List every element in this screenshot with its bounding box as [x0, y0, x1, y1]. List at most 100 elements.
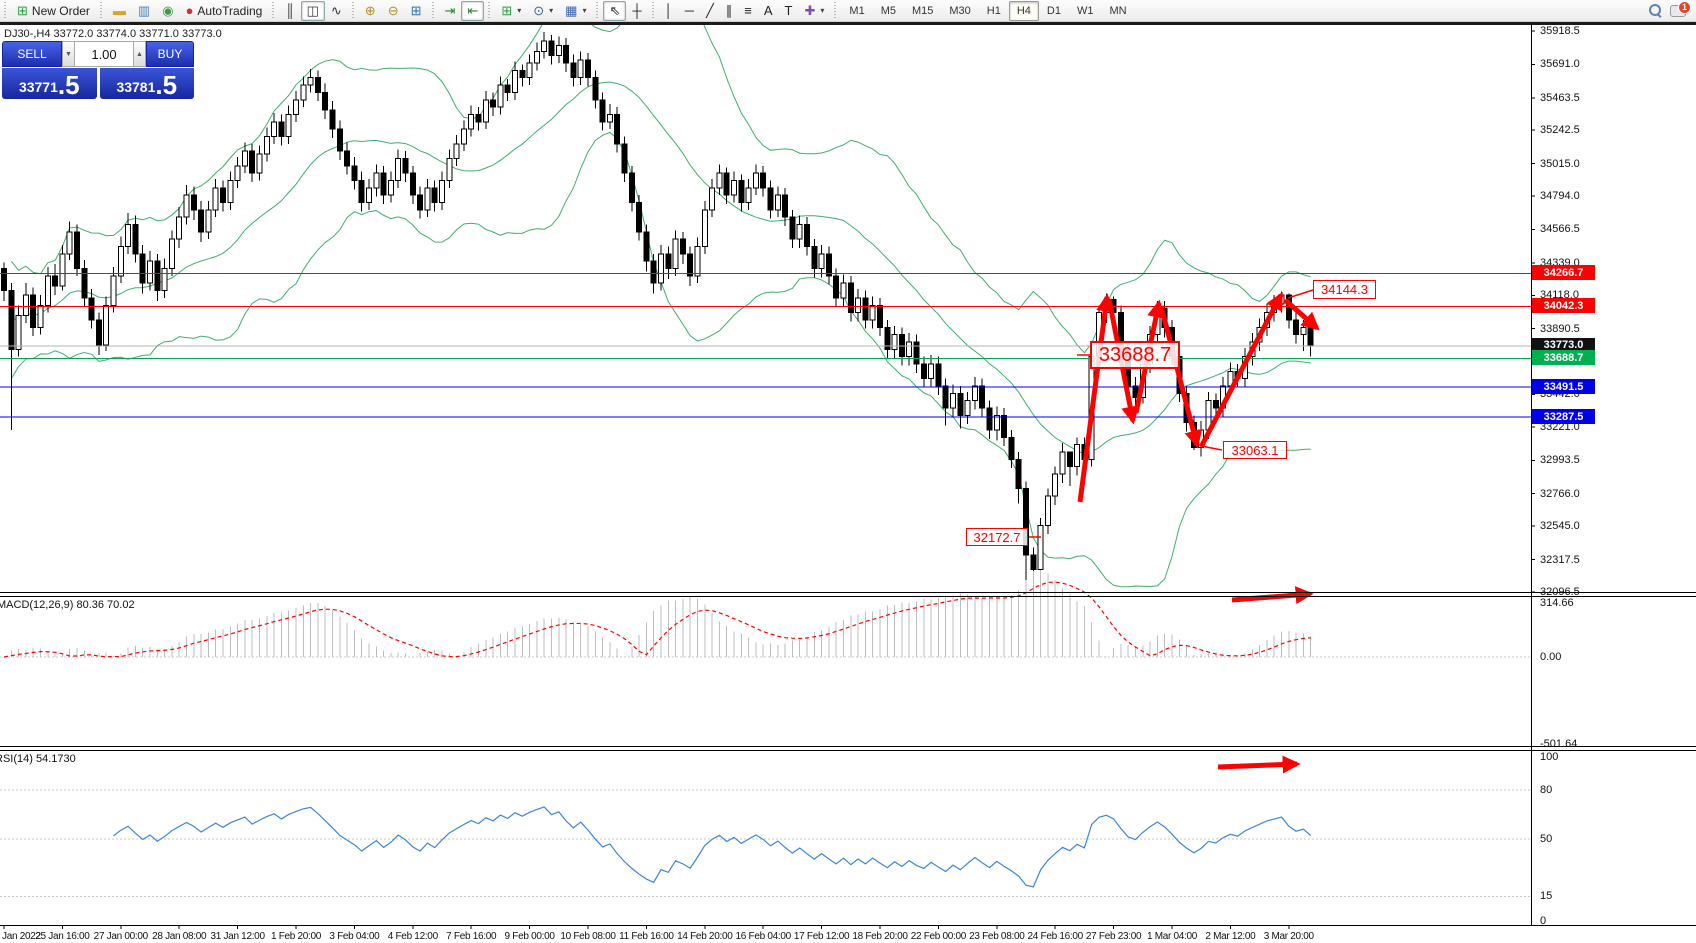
- time-label: 1 Mar 04:00: [1146, 931, 1198, 942]
- timeframe-m30-button[interactable]: M30: [949, 4, 971, 17]
- candlestick-chart-icon: ◫: [306, 3, 319, 18]
- candle-bull: [110, 275, 117, 306]
- buy-button[interactable]: BUY: [146, 41, 194, 67]
- chart-shift-button[interactable]: ⇤: [461, 0, 485, 21]
- time-label: 18 Feb 20:00: [852, 931, 908, 942]
- candle-bull: [818, 253, 825, 270]
- candle-bear: [687, 253, 694, 277]
- trend-annotation-arrow[interactable]: [1158, 305, 1203, 449]
- timeframe-m15-button[interactable]: M15: [911, 4, 934, 17]
- candle-bear: [862, 297, 869, 321]
- autotrading-button[interactable]: ● AutoTrading: [180, 1, 269, 21]
- volume-increase-button[interactable]: ▲: [133, 41, 146, 67]
- trendline-button[interactable]: ╱: [700, 1, 720, 21]
- price-tick-label: 32766.0: [1540, 487, 1580, 500]
- candle-bear: [979, 385, 986, 409]
- timeframe-m5-button[interactable]: M5: [880, 4, 896, 17]
- toolbar-separator: [594, 1, 602, 20]
- auto-scroll-button[interactable]: ⇥: [439, 1, 462, 21]
- trend-annotation-arrow[interactable]: [1077, 293, 1115, 503]
- new-chart-icon: ⊞: [501, 3, 513, 18]
- price-annotation-label[interactable]: 33063.1: [1223, 441, 1287, 459]
- candle-bull: [285, 113, 292, 137]
- sell-price-main: 33771: [18, 79, 58, 95]
- candle-bull: [1300, 326, 1307, 336]
- candle-bear: [782, 194, 789, 218]
- candle-bull: [512, 69, 518, 93]
- candle-bull: [395, 157, 402, 181]
- zoom-out-button[interactable]: ⊖: [382, 1, 405, 21]
- deposit-button[interactable]: ▬: [107, 1, 132, 21]
- zoom-in-button[interactable]: ⊕: [359, 1, 382, 21]
- candle-bull: [373, 172, 380, 189]
- sell-price-display[interactable]: 33771 .5: [2, 68, 97, 99]
- arrows-tool-button[interactable]: ✚ ▾: [798, 1, 830, 21]
- autotrading-label: AutoTrading: [197, 3, 263, 18]
- crosshair-button[interactable]: ┼: [626, 1, 647, 21]
- chat-icon[interactable]: 1: [1670, 0, 1691, 17]
- timeframe-h1-button[interactable]: H1: [986, 4, 1001, 17]
- trend-annotation-arrow[interactable]: [1198, 291, 1284, 449]
- volume-input[interactable]: 1.00: [75, 41, 133, 67]
- rsi-line: [113, 806, 1312, 888]
- price-annotation-label[interactable]: 33688.7: [1090, 341, 1180, 369]
- profiles-clock-button[interactable]: ⊙ ▾: [527, 1, 559, 21]
- bar-chart-button[interactable]: ║: [279, 1, 300, 21]
- buy-price-display[interactable]: 33781 .5: [99, 68, 194, 100]
- timeframe-m1-button[interactable]: M1: [849, 4, 865, 17]
- line-chart-button[interactable]: ∿: [325, 1, 348, 21]
- candle-bear: [198, 209, 205, 233]
- candle-bear: [88, 297, 95, 321]
- signals-button[interactable]: ◉: [156, 1, 179, 21]
- price-annotation-label[interactable]: 32172.7: [966, 528, 1028, 546]
- timeframe-h4-button[interactable]: H4: [1008, 0, 1039, 21]
- price-tick-label: 32317.5: [1540, 553, 1580, 566]
- panel-separator[interactable]: [0, 596, 1696, 597]
- trendline-icon: ╱: [705, 3, 714, 18]
- candle-bear: [592, 77, 599, 101]
- tile-windows-button[interactable]: ⊞: [405, 1, 428, 21]
- volume-decrease-button[interactable]: ▼: [62, 41, 75, 67]
- candle-bull: [161, 268, 168, 292]
- price-tick-label: 35015.0: [1540, 157, 1580, 170]
- chart-area[interactable]: DJ30-,H4 33772.0 33774.0 33771.0 33773.0…: [0, 25, 1696, 943]
- candle-bull: [366, 187, 372, 204]
- profiles-clock-icon: ⊙: [533, 3, 545, 18]
- fibonacci-button[interactable]: ≡: [738, 1, 758, 21]
- trend-annotation-arrow[interactable]: [1217, 755, 1301, 774]
- cursor-button[interactable]: ⇖: [603, 0, 627, 21]
- time-label: 31 Jan 12:00: [210, 931, 265, 942]
- new-order-button[interactable]: ⊞ New Order: [11, 1, 96, 21]
- candle-bull: [307, 77, 314, 86]
- vertical-line-button[interactable]: │: [659, 1, 679, 21]
- text-label-button[interactable]: T: [779, 1, 799, 21]
- horizontal-line-button[interactable]: ─: [679, 1, 700, 21]
- main-toolbar: ⊞ New Order ▬ ▥ ◉ ● AutoTrading ║ ◫ ∿ ⊕ ⊖ ⊞ ⇥ ⇤ ⊞ ▾ ⊙ ▾ ▦ ▾ ⇖…: [0, 0, 1696, 22]
- sell-button[interactable]: SELL: [2, 41, 62, 67]
- timeframe-mn-button[interactable]: MN: [1109, 4, 1127, 17]
- candle-bear: [614, 113, 621, 145]
- price-tick-label: 34118.0: [1540, 289, 1579, 302]
- panel-separator[interactable]: [0, 592, 1696, 593]
- search-icon[interactable]: [1649, 4, 1662, 17]
- candle-bear: [431, 187, 438, 204]
- cursor-icon: ⇖: [609, 3, 621, 18]
- new-chart-button[interactable]: ⊞ ▾: [495, 1, 527, 21]
- panel-separator[interactable]: [0, 746, 1696, 747]
- chart-templates-button[interactable]: ▦ ▾: [559, 1, 592, 21]
- panel-separator[interactable]: [0, 750, 1696, 751]
- buy-price-frac: .5: [155, 70, 178, 100]
- candlestick-chart-button[interactable]: ◫: [300, 0, 325, 21]
- candle-bear: [665, 253, 672, 270]
- candle-bear: [380, 172, 387, 196]
- timeframe-w1-button[interactable]: W1: [1076, 4, 1094, 17]
- trend-annotation-arrow[interactable]: [1231, 586, 1314, 605]
- price-annotation-label[interactable]: 34144.3: [1313, 280, 1376, 299]
- equidistant-channel-button[interactable]: ∥: [720, 1, 739, 21]
- rsi-axis-label: 15: [1540, 890, 1553, 903]
- market-profile-button[interactable]: ▥: [132, 1, 156, 21]
- timeframe-d1-button[interactable]: D1: [1046, 4, 1061, 17]
- text-button[interactable]: A: [758, 1, 779, 21]
- trend-annotation-arrow[interactable]: [1283, 298, 1320, 331]
- candle-bull: [1037, 524, 1044, 570]
